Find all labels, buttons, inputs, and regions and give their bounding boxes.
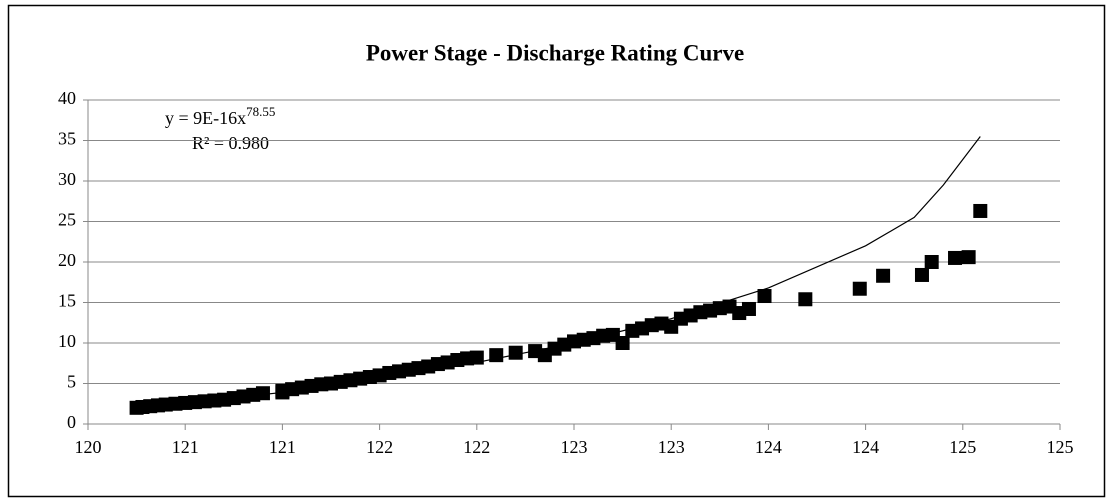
- x-tick-label: 121: [269, 437, 296, 457]
- equation-base: y = 9E-16x: [165, 108, 246, 128]
- equation: y = 9E-16x78.55: [165, 104, 275, 128]
- y-tick-label: 15: [58, 291, 76, 311]
- x-tick-label: 123: [561, 437, 588, 457]
- marker: [741, 301, 756, 316]
- marker: [924, 255, 939, 269]
- y-tick-label: 5: [67, 372, 76, 392]
- marker: [973, 203, 988, 218]
- x-tick-label: 125: [1047, 437, 1074, 457]
- y-tick-label: 30: [58, 169, 76, 189]
- marker: [961, 250, 976, 265]
- x-tick-label: 122: [366, 437, 393, 457]
- marker: [798, 292, 813, 307]
- trendline: [136, 136, 981, 409]
- x-tick-label: 121: [172, 437, 199, 457]
- marker: [757, 289, 772, 304]
- x-tick-label: 122: [463, 437, 490, 457]
- chart-title: Power Stage - Discharge Rating Curve: [366, 40, 744, 65]
- y-tick-label: 10: [58, 331, 76, 351]
- marker: [876, 268, 891, 283]
- marker: [852, 281, 867, 296]
- marker: [615, 336, 630, 350]
- y-tick-label: 35: [58, 129, 76, 149]
- y-tick-label: 25: [58, 210, 76, 230]
- marker: [948, 250, 963, 265]
- x-tick-label: 124: [755, 437, 782, 457]
- x-tick-label: 125: [949, 437, 976, 457]
- x-tick-label: 120: [75, 437, 102, 457]
- equation-exponent: 78.55: [246, 104, 275, 119]
- marker: [469, 350, 484, 365]
- chart-border: [7, 4, 1106, 498]
- x-tick-label: 123: [658, 437, 685, 457]
- y-tick-label: 0: [67, 412, 76, 432]
- x-tick-label: 124: [852, 437, 879, 457]
- marker: [508, 345, 523, 360]
- marker: [914, 267, 929, 282]
- r-squared: R² = 0.980: [192, 133, 269, 153]
- marker: [255, 386, 270, 401]
- y-tick-label: 40: [58, 88, 76, 108]
- y-tick-label: 20: [58, 250, 76, 270]
